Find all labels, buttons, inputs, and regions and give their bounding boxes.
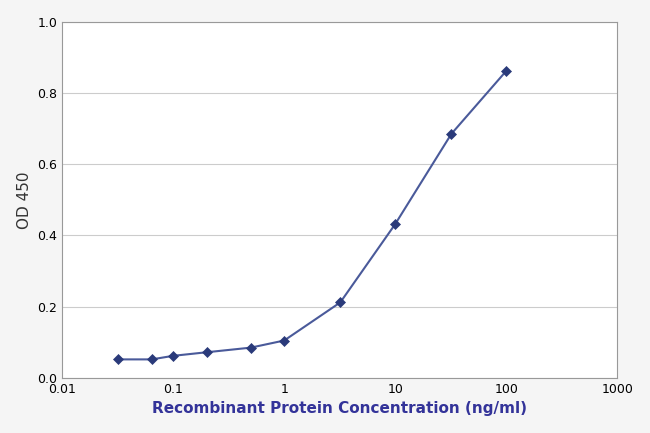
Y-axis label: OD 450: OD 450 <box>17 171 32 229</box>
X-axis label: Recombinant Protein Concentration (ng/ml): Recombinant Protein Concentration (ng/ml… <box>152 401 527 417</box>
